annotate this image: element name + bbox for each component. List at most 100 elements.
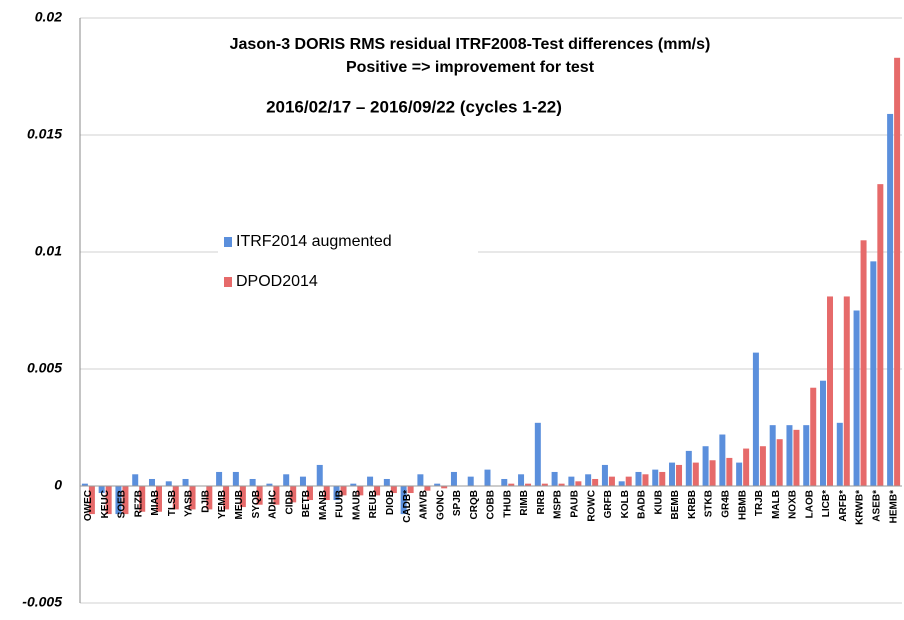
x-tick-label: YEMB [217,490,228,519]
bar [860,240,867,486]
x-tick-label: DJIB [200,490,211,513]
bar [568,476,575,486]
x-tick-label: GR4B [720,490,731,518]
x-tick-label: BETB [301,490,312,517]
legend-label: DPOD2014 [236,273,318,290]
bar [441,486,448,489]
y-tick-label: 0.015 [27,126,62,142]
legend-swatch [224,237,232,247]
bar [122,486,129,515]
y-tick-label: 0.02 [35,9,62,25]
bar [676,464,683,486]
chart-title: Jason-3 DORIS RMS residual ITRF2008-Test… [230,36,711,53]
bar [182,478,189,486]
bar [592,478,599,486]
bar [132,474,139,486]
x-tick-label: SYQB [251,490,262,518]
x-tick-label: LICB* [821,490,832,517]
legend-swatch [224,277,232,287]
bar [608,476,615,486]
x-tick-label: YASB [184,490,195,517]
x-tick-label: COBB [486,490,497,519]
bar [518,474,525,486]
bar [283,474,290,486]
bar [249,478,256,486]
bar [769,425,776,486]
x-tick-label: ROWC [586,490,597,522]
x-tick-label: KOLB [620,490,631,518]
bar [853,310,860,486]
x-tick-label: KEUC [100,490,111,518]
x-tick-label: STKB [704,490,715,517]
bar [558,483,565,486]
x-tick-label: MANB [318,490,329,520]
bar [743,448,750,486]
bar [541,483,548,486]
bar [894,57,901,486]
bar [759,446,766,486]
x-tick-label: HEMB* [888,490,899,523]
y-tick-label: 0.01 [35,243,62,259]
y-tick-label: -0.005 [22,594,62,610]
bar [692,462,699,486]
bar [870,261,877,486]
bar [585,474,592,486]
legend-box [218,225,478,300]
bar [88,486,95,515]
bar [232,471,239,486]
bar [273,486,280,505]
bar [810,387,817,486]
x-tick-label: LAOB [804,490,815,518]
bar [525,483,532,486]
bar [669,462,676,486]
x-tick-label: SOEB [117,490,128,518]
x-tick-label: GONC [435,490,446,520]
x-tick-label: FUUB [335,490,346,518]
x-tick-label: KRBB [687,490,698,519]
bar [843,296,850,486]
x-tick-label: CADB* [402,490,413,523]
bar [887,113,894,486]
bar [239,486,246,508]
bar [501,478,508,486]
bar [306,486,313,501]
bar [836,422,843,486]
bar [877,184,884,486]
x-tick-label: THUB [502,490,513,518]
bar [726,457,733,486]
bar [350,483,357,486]
bar [374,486,381,496]
bar [424,486,431,491]
x-tick-label: SPJB [452,490,463,516]
bar [736,462,743,486]
x-tick-label: CRQB [469,490,480,519]
bar [786,425,793,486]
x-tick-label: GRFB [603,490,614,518]
y-tick-label: 0 [54,477,62,493]
x-tick-label: ADHC [268,490,279,519]
bar [189,486,196,510]
bar [383,478,390,486]
bar [709,460,716,486]
x-tick-label: KIUB [653,490,664,514]
x-tick-label: AMVB [419,490,430,519]
bar [467,476,474,486]
bar [484,469,491,486]
x-tick-label: ARFB* [838,490,849,522]
bar [165,481,172,486]
x-tick-label: BADB [637,490,648,519]
bar [752,352,759,486]
bar [139,486,146,512]
bar [367,476,374,486]
bar [652,469,659,486]
bar [223,486,230,510]
bar [625,476,632,486]
x-tick-label: DIOB [385,490,396,515]
bar [776,439,783,486]
x-tick-label: ASEB* [871,490,882,522]
bar [400,486,407,515]
chart-subtitle: Positive => improvement for test [346,59,595,76]
x-tick-label: MIAB [150,490,161,516]
x-tick-label: PAUB [570,490,581,518]
